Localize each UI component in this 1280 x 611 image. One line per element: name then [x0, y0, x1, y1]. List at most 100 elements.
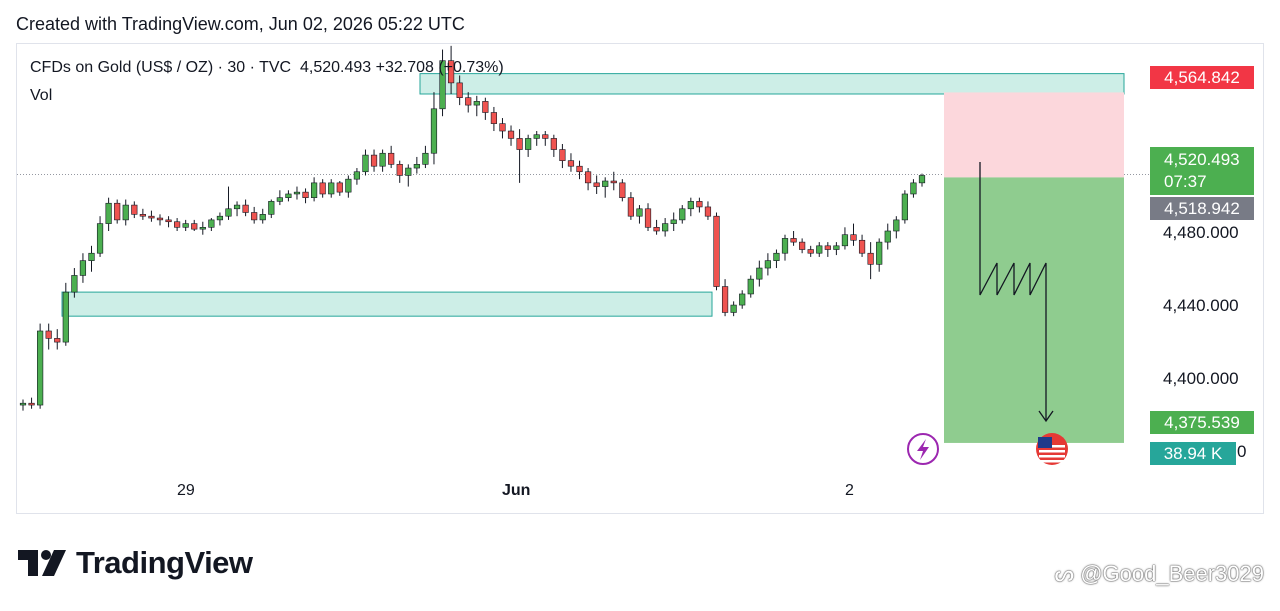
candle-body: [71, 275, 78, 293]
candle-body: [533, 134, 540, 139]
candle-body: [242, 204, 249, 213]
candle-body: [199, 227, 206, 230]
candle-body: [713, 215, 720, 287]
candle-body: [841, 234, 849, 247]
candle-body: [850, 234, 857, 241]
candle-body: [670, 219, 677, 224]
candle-body: [225, 208, 232, 217]
candle-body: [345, 178, 352, 193]
candle-body: [824, 245, 831, 250]
target-price-tag: 4,375.539: [1150, 411, 1254, 434]
candle-body: [45, 330, 52, 339]
y-tick-label: 4,480.000: [1163, 223, 1239, 242]
candle-body: [131, 204, 138, 215]
candle-body: [858, 239, 866, 254]
candle-body: [96, 223, 104, 254]
candle-body: [28, 402, 35, 406]
bar-countdown: 07:37: [1164, 172, 1207, 191]
us-flag-stripe: [1039, 460, 1065, 463]
candle-body: [704, 206, 712, 217]
candle-body: [790, 238, 797, 243]
candle-body: [405, 167, 412, 176]
candle-body: [465, 97, 472, 106]
last-price: 4,520.493: [299, 59, 372, 76]
candle-body: [422, 152, 429, 165]
candle-body: [156, 217, 164, 221]
candle-body: [396, 164, 403, 176]
candle-body: [259, 214, 266, 221]
stop-price-tag: 4,564.842: [1150, 66, 1254, 89]
candle-body: [876, 241, 883, 265]
candle-body: [884, 230, 891, 243]
candle-body: [756, 267, 763, 280]
candle-body: [216, 215, 224, 221]
candle-body: [370, 154, 378, 167]
candle-body: [739, 293, 746, 306]
us-flag-canton: [1038, 437, 1052, 448]
candle-body: [122, 204, 129, 221]
price-change: +32.708 (+0.73%): [375, 59, 504, 76]
volume-legend[interactable]: Vol: [30, 87, 53, 104]
candle-body: [516, 138, 523, 150]
candle-body: [430, 108, 438, 154]
candle-body: [302, 191, 309, 198]
candle-body: [807, 249, 814, 254]
candle-body: [174, 221, 181, 228]
author-watermark: ᔕ @Good_Beer3029: [1054, 561, 1264, 586]
candle-body: [593, 182, 600, 187]
candle-body: [662, 223, 669, 232]
symbol-name: CFDs on Gold (US$ / OZ) · 30 · TVC: [30, 59, 292, 76]
chart-header: Created with TradingView.com, Jun 02, 20…: [16, 14, 465, 34]
candle-body: [139, 214, 146, 217]
volume-axis-label: 0: [1237, 442, 1247, 461]
x-tick-label: 2: [845, 482, 854, 499]
candle-body: [336, 182, 343, 193]
candle-body: [413, 164, 420, 169]
candle-body: [37, 330, 44, 406]
candle-body: [439, 60, 446, 110]
candle-body: [285, 193, 292, 198]
candle-body: [268, 201, 275, 215]
candle-body: [507, 130, 515, 139]
candle-body: [54, 338, 61, 343]
candle-body: [781, 238, 789, 254]
chart-frame[interactable]: [16, 43, 1264, 514]
candle-body: [867, 252, 874, 265]
candle-body: [644, 208, 652, 228]
candle-body: [328, 182, 335, 195]
symbol-legend[interactable]: CFDs on Gold (US$ / OZ) · 30 · TVC 4,520…: [30, 59, 504, 77]
candle-body: [482, 101, 489, 113]
candle-body: [19, 402, 27, 406]
candle-body: [233, 204, 241, 210]
candle-body: [610, 180, 617, 184]
candle-body: [251, 212, 258, 221]
candle-body: [473, 101, 480, 106]
candle-body: [679, 208, 686, 221]
us-flag-stripe: [1039, 455, 1065, 458]
us-flag-stripe: [1039, 450, 1065, 453]
candle-body: [833, 245, 840, 250]
candle-body: [721, 286, 729, 313]
candle-body: [747, 278, 754, 295]
candle-body: [627, 197, 634, 217]
candle-body: [584, 171, 592, 184]
candle-body: [764, 260, 771, 269]
current-price-value: 4,520.493: [1164, 150, 1240, 169]
candle-body: [319, 182, 326, 195]
demand-zone: [61, 291, 713, 317]
candle-body: [105, 202, 112, 224]
candle-body: [353, 171, 361, 180]
candle-body: [901, 193, 908, 221]
tradingview-logo[interactable]: TradingView: [18, 544, 253, 582]
y-tick-label: 4,440.000: [1163, 296, 1239, 315]
candle-body: [559, 149, 566, 161]
candle-body: [499, 123, 506, 132]
candle-body: [362, 154, 369, 173]
candle-body: [182, 223, 189, 228]
tradingview-logo-icon: [18, 550, 66, 576]
tradingview-wordmark: TradingView: [76, 545, 253, 580]
stop-loss-zone: [944, 92, 1124, 178]
take-profit-zone: [944, 177, 1124, 443]
candle-body: [576, 165, 583, 173]
